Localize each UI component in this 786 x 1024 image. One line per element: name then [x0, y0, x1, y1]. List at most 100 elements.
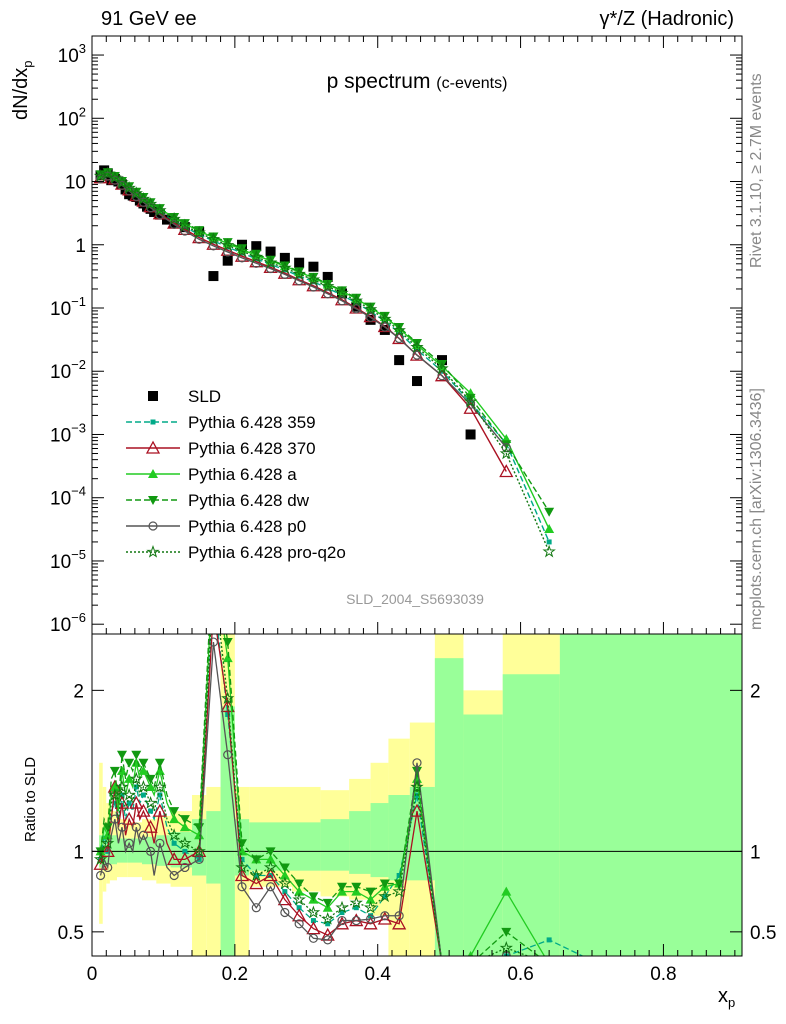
- point-5-30: [337, 296, 347, 306]
- point-6-24: [249, 249, 263, 263]
- point-6-21: [206, 232, 221, 245]
- point-4-38: [501, 440, 512, 450]
- x-axis-label-sub: p: [728, 995, 736, 1010]
- point-4-21: [208, 232, 219, 242]
- legend-label-1: Pythia 6.428 359: [188, 413, 316, 432]
- point-6-2: [101, 166, 115, 180]
- ratio-point-4-23: [237, 882, 247, 892]
- ratio-point-5-19: [178, 836, 192, 849]
- point-4-29: [322, 279, 333, 289]
- ratio-point-1-37: [465, 958, 477, 969]
- ratio-line-3: [99, 634, 540, 956]
- ratio-y-tick-label-right-2: 2: [750, 681, 761, 702]
- ratio-point-1-41: [686, 958, 698, 969]
- point-6-27: [292, 266, 306, 280]
- ratio-point-5-16: [153, 779, 167, 793]
- point-4-25: [265, 255, 276, 265]
- ratio-point-1-16: [152, 803, 167, 817]
- point-5-29: [323, 289, 333, 299]
- point-6-22: [221, 238, 235, 252]
- ratio-point-0-21: [211, 591, 216, 596]
- point-5-31: [351, 304, 361, 314]
- ratio-point-5-26: [278, 876, 292, 890]
- point-6-39: [542, 544, 556, 558]
- legend-marker-6: [146, 544, 160, 558]
- ratio-point-4-37: [467, 960, 475, 968]
- point-0-26: [279, 252, 290, 263]
- ratio-point-2-39: [544, 959, 554, 968]
- point-5-35: [412, 350, 422, 360]
- ratio-point-0-6: [119, 792, 125, 798]
- ratio-point-5-32: [363, 900, 378, 914]
- energy-label: 91 GeV ee: [101, 8, 197, 30]
- ratio-point-4-8: [124, 838, 134, 848]
- x-axis-label: xp: [718, 985, 735, 1010]
- ratio-point-1-32: [363, 916, 378, 930]
- ratio-point-0-28: [310, 918, 316, 924]
- ratio-point-4-27: [294, 919, 304, 929]
- y-axis-label-sub: p: [20, 60, 35, 68]
- x-tick-label-2: 0.4: [365, 964, 392, 985]
- ratio-point-5-33: [378, 889, 392, 903]
- series-6: [93, 166, 556, 558]
- ratio-point-0-10: [133, 784, 139, 790]
- point-0-32: [365, 314, 376, 325]
- ratio-point-1-39: [543, 958, 555, 969]
- ratio-point-4-20: [194, 854, 204, 865]
- ratio-point-3-25: [265, 847, 276, 857]
- ratio-y-tick-label-right-1: 1: [750, 842, 761, 863]
- x-tick-label-0: 0: [87, 964, 98, 985]
- ratio-point-2-25: [265, 854, 276, 864]
- ratio-point-0-23: [239, 856, 245, 862]
- ratio-point-4-36: [438, 960, 446, 968]
- ratio-point-5-0: [93, 852, 108, 866]
- point-6-36: [435, 361, 449, 375]
- band-green-17: [370, 803, 389, 878]
- band-green-21: [463, 714, 503, 956]
- point-6-6: [115, 175, 129, 189]
- point-6-4: [108, 170, 122, 184]
- band-green-14: [292, 822, 321, 871]
- ratio-point-2-26: [279, 870, 290, 880]
- ratio-point-2-32: [365, 894, 376, 904]
- y-tick-label-9: 10−6: [50, 610, 86, 636]
- legend-marker-1: [150, 419, 156, 425]
- ratio-point-3-4: [109, 766, 120, 776]
- analysis-watermark: SLD_2004_S5693039: [346, 591, 484, 607]
- ratio-point-5-25: [263, 860, 278, 874]
- ratio-point-4-39: [545, 960, 553, 968]
- ratio-series-group: [93, 591, 698, 969]
- ratio-point-4-32: [365, 914, 376, 924]
- legend-item-3: Pythia 6.428 a: [126, 465, 297, 484]
- ratio-point-2-8: [124, 773, 135, 783]
- ratio-point-0-32: [368, 913, 374, 919]
- point-4-31: [351, 293, 362, 303]
- ratio-point-5-37: [465, 959, 476, 969]
- point-4-32: [365, 302, 376, 312]
- y-tick-label-1: 102: [58, 104, 86, 130]
- point-6-33: [378, 311, 392, 325]
- ratio-point-4-33: [380, 911, 390, 921]
- ratio-point-5-14: [143, 795, 158, 809]
- band-green-6: [142, 836, 157, 865]
- ratio-point-0-14: [148, 808, 154, 814]
- ratio-point-3-27: [294, 879, 305, 889]
- ratio-point-1-8: [122, 811, 137, 825]
- ratio-point-1-24: [249, 876, 264, 890]
- point-4-19: [179, 219, 190, 229]
- point-6-34: [392, 323, 406, 337]
- ratio-point-0-31: [353, 905, 359, 911]
- legend-marker-0: [148, 391, 158, 401]
- point-5-10: [131, 191, 141, 202]
- ratio-frame: [91, 633, 743, 957]
- ratio-point-0-12: [140, 792, 146, 798]
- ratio-series-3: [95, 634, 540, 956]
- y-tick-label-0: 103: [58, 41, 86, 67]
- y-tick-label-7: 10−4: [50, 484, 86, 510]
- legend-label-3: Pythia 6.428 a: [188, 465, 297, 484]
- legend-marker-5: [148, 521, 158, 531]
- series-1: [98, 171, 552, 545]
- ratio-line-0: [99, 634, 584, 956]
- ratio-point-1-40: [593, 958, 605, 969]
- ratio-point-4-6: [117, 822, 127, 832]
